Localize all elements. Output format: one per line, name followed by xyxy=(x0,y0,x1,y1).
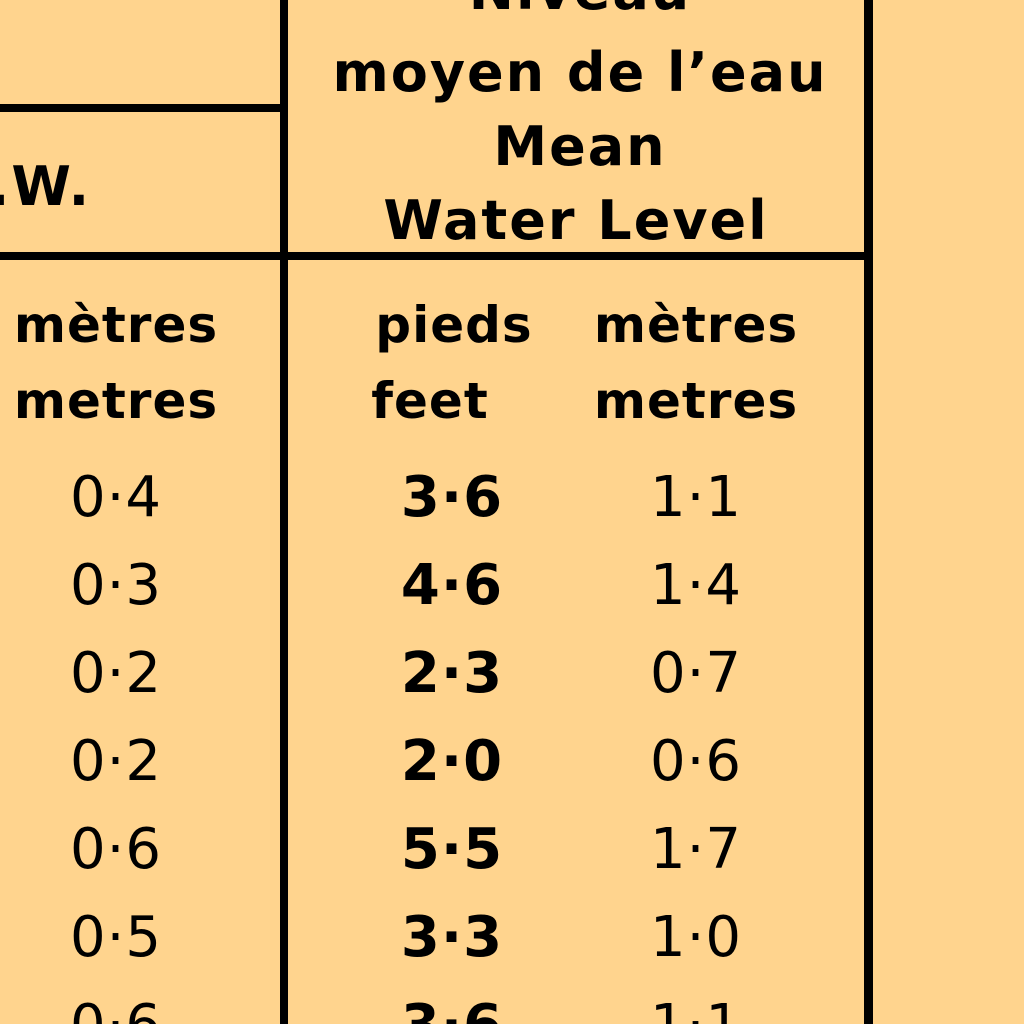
mean-water-level-header-fr-line2: moyen de l’eau xyxy=(332,41,828,104)
mean-water-level-header-fr-line1: Niveau xyxy=(469,0,691,18)
feet-value: 2·0 xyxy=(400,729,504,794)
feet-value: 4·6 xyxy=(400,553,504,618)
metres-value: 1·4 xyxy=(649,553,743,618)
feet-value: 5·5 xyxy=(400,817,504,882)
left-value: 0·6 xyxy=(70,998,162,1024)
feet-value: 3·6 xyxy=(400,465,504,530)
left-value: 0·6 xyxy=(69,817,163,882)
left-value: 0·3 xyxy=(69,553,163,618)
feet-value: 3·6 xyxy=(401,998,503,1024)
left-value: 0·4 xyxy=(69,465,163,530)
metres-value: 1·1 xyxy=(650,998,742,1024)
metres-value: 1·1 xyxy=(649,465,743,530)
mean-water-level-header-en-line1: Mean xyxy=(493,115,667,178)
header-divider-right xyxy=(284,252,870,260)
metres-unit-fr: mètres xyxy=(593,296,799,354)
left-unit-en: metres xyxy=(13,372,219,430)
metres-value: 1·0 xyxy=(649,905,743,970)
left-column-header: .W. xyxy=(0,155,92,218)
left-unit-fr: mètres xyxy=(13,296,219,354)
feet-unit-en: feet xyxy=(371,372,489,430)
header-divider-left-upper xyxy=(0,104,284,112)
metres-unit-en: metres xyxy=(593,372,799,430)
left-value: 0·2 xyxy=(69,641,163,706)
header-divider-left-lower xyxy=(0,252,284,260)
column-divider xyxy=(280,0,288,1024)
feet-value: 2·3 xyxy=(400,641,504,706)
metres-value: 0·7 xyxy=(649,641,743,706)
left-value: 0·5 xyxy=(69,905,163,970)
metres-value: 0·6 xyxy=(649,729,743,794)
left-value: 0·2 xyxy=(69,729,163,794)
feet-unit-fr: pieds xyxy=(375,296,533,354)
feet-value: 3·3 xyxy=(400,905,504,970)
table-right-border xyxy=(864,0,873,1024)
mean-water-level-header-en-line2: Water Level xyxy=(383,189,769,252)
metres-value: 1·7 xyxy=(649,817,743,882)
